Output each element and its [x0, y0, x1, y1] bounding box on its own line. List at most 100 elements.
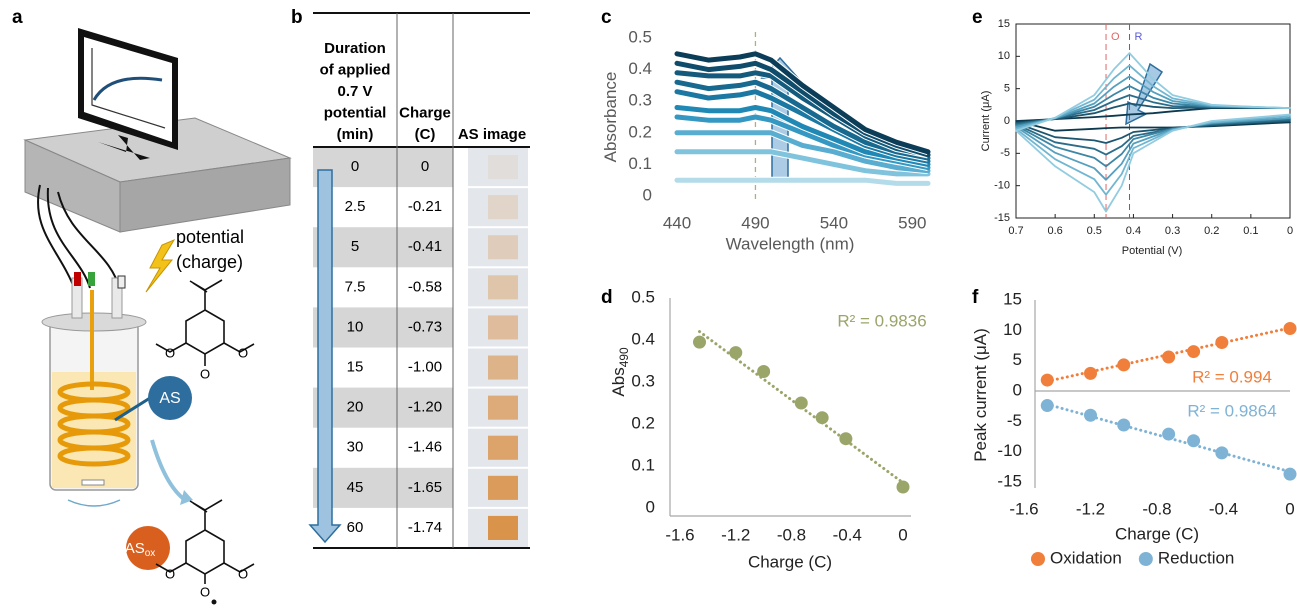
table-cell: 2.5 — [345, 198, 366, 215]
table-header: 0.7 V — [337, 83, 372, 100]
point — [757, 365, 771, 378]
table-cell: 10 — [347, 318, 364, 335]
point — [1117, 418, 1131, 432]
monitor-screen — [84, 37, 172, 142]
table-cell: -0.58 — [408, 278, 442, 295]
as-circle — [148, 376, 192, 420]
point — [794, 396, 808, 410]
table-cell: 0 — [351, 158, 359, 175]
y-tick-label: 0.3 — [628, 91, 652, 110]
table-cell: -1.74 — [408, 519, 442, 536]
table-header: AS image — [458, 126, 526, 143]
table-cell: 20 — [347, 399, 364, 416]
table-cell: -0.21 — [408, 198, 442, 215]
table-header: Duration — [324, 40, 386, 57]
sample-color — [488, 515, 518, 540]
row-shade — [313, 387, 453, 428]
y-tick-label: 0.5 — [631, 287, 655, 306]
x-tick-label: -0.8 — [1142, 499, 1171, 518]
stir-arrow — [67, 499, 121, 507]
table-cell: -0.41 — [408, 238, 442, 255]
x-axis-label: Potential (V) — [1122, 245, 1183, 257]
panel-label: a — [12, 7, 23, 28]
reaction-arrow — [150, 439, 187, 502]
panel-label: d — [601, 287, 613, 308]
x-tick-label: 0.7 — [1008, 225, 1023, 237]
legend-label: Reduction — [1158, 548, 1235, 567]
y-axis-label: Absorbance — [601, 72, 620, 163]
apparatus: O O O O O O — [23, 28, 292, 605]
series-line — [674, 51, 931, 155]
sample-color — [488, 275, 518, 300]
panel-label: c — [601, 7, 612, 28]
y-tick-label: -15 — [997, 471, 1022, 490]
sample-color — [488, 395, 518, 420]
y-tick-label: 0.1 — [628, 154, 652, 173]
x-tick-label: 0 — [1287, 225, 1293, 237]
sample-color — [488, 475, 518, 500]
sample-color — [488, 235, 518, 260]
x-axis-label: Wavelength (nm) — [726, 234, 855, 253]
point — [1084, 366, 1097, 380]
row-shade — [313, 467, 453, 508]
lightning — [145, 238, 176, 293]
table-cell: 60 — [347, 519, 364, 536]
red-clip — [74, 272, 81, 286]
molecule — [155, 279, 255, 366]
x-tick-label: 440 — [663, 213, 691, 232]
series-line — [674, 105, 931, 167]
table-header: (min) — [337, 126, 374, 143]
table-cell: -1.20 — [408, 399, 442, 416]
asox-circle — [126, 526, 170, 570]
y-tick-label: 5 — [1013, 350, 1022, 369]
point — [1084, 408, 1097, 422]
x-tick-label: -1.2 — [1076, 499, 1105, 518]
y-axis-label: Abs490 — [609, 347, 631, 397]
y-axis-label: Current (μA) — [980, 91, 992, 152]
asox-sub: ox — [145, 548, 156, 559]
coil — [57, 381, 131, 467]
point — [1162, 350, 1176, 364]
x-tick-label: 0.5 — [1087, 225, 1102, 237]
legend-marker — [1138, 552, 1153, 566]
atom: O — [200, 366, 210, 381]
x-tick-label: 0.2 — [1204, 225, 1219, 237]
x-tick-label: 0.6 — [1047, 225, 1062, 237]
y-tick-label: -10 — [997, 441, 1022, 460]
atom: O — [200, 584, 210, 599]
y-tick-label: -15 — [994, 212, 1010, 224]
y-tick-label: -10 — [994, 180, 1010, 192]
point — [1162, 427, 1176, 441]
y-tick-label: 0.2 — [628, 122, 652, 141]
x-tick-label: -1.2 — [721, 525, 750, 544]
arrow-head — [180, 490, 193, 505]
x-tick-label: 0.4 — [1126, 225, 1141, 237]
sample-photo — [468, 268, 528, 307]
annotation: R² = 0.9864 — [1187, 401, 1276, 420]
panel-label: b — [291, 7, 303, 28]
table-header: (C) — [415, 126, 436, 143]
annotation: R² = 0.994 — [1192, 367, 1272, 386]
y-tick-label: 15 — [998, 18, 1010, 30]
y-tick-label: -5 — [1000, 147, 1010, 159]
y-axis-label-text: Abs — [609, 367, 628, 396]
point — [1117, 358, 1131, 372]
y-tick-label: 10 — [1003, 320, 1022, 339]
sample-color — [488, 315, 518, 340]
y-tick-label: 0.1 — [631, 455, 655, 474]
stir-bar — [81, 479, 105, 486]
x-tick-label: -0.4 — [833, 525, 862, 544]
annotation: R² = 0.9836 — [837, 311, 926, 330]
potential-label: potential — [176, 227, 244, 247]
panel-label: e — [972, 7, 983, 28]
table-cell: 0 — [421, 158, 429, 175]
point — [896, 480, 910, 494]
x-axis-label: Charge (C) — [1115, 524, 1199, 543]
y-tick-label: 0 — [1013, 380, 1022, 399]
x-tick-label: 540 — [820, 213, 848, 232]
atom: O — [238, 345, 248, 360]
sample-color — [488, 155, 518, 180]
table-header: of applied — [320, 61, 391, 78]
x-tick-label: 590 — [898, 213, 926, 232]
